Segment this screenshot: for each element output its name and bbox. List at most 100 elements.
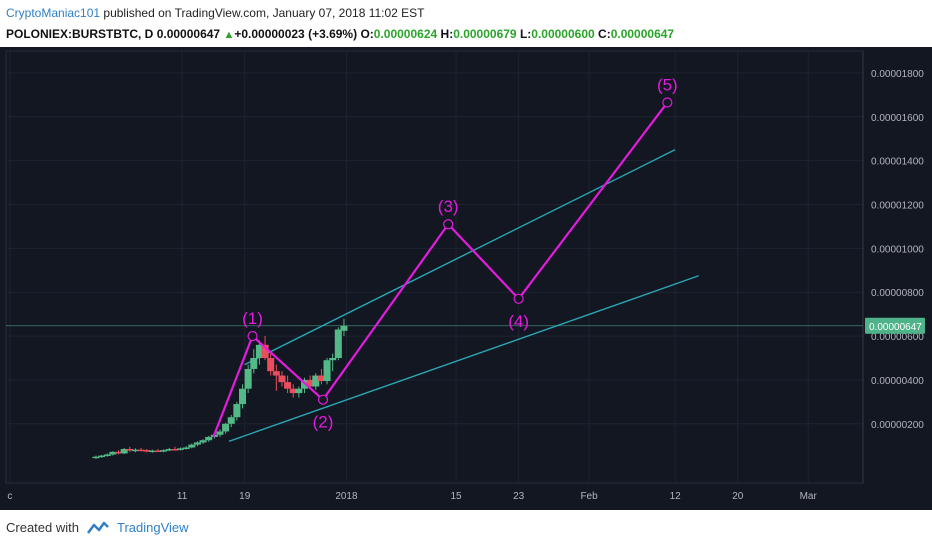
candle [312, 373, 320, 390]
wave-point [662, 97, 673, 108]
chart-area[interactable]: 0.00000200 0.00000400 0.00000600 0.00000800… [0, 47, 932, 510]
last-price: 0.00000647 [156, 27, 221, 41]
candle-body [278, 375, 286, 383]
wave-point [513, 293, 524, 304]
y-tick-label: 0.00000200 [871, 420, 924, 431]
price-change: +0.00000023 (+3.69%) [234, 27, 358, 41]
candle-body [227, 417, 235, 424]
candle [137, 447, 145, 452]
candle [199, 439, 207, 444]
candle [295, 386, 303, 398]
y-tick-label: 0.00000600 [871, 332, 924, 343]
wave-point [443, 219, 454, 230]
candle [233, 401, 241, 421]
x-tick-label: 20 [732, 491, 744, 502]
candle-body [177, 448, 185, 450]
candle-body [255, 344, 263, 359]
publish-info: CryptoManiac101 published on TradingView… [6, 6, 425, 20]
candle-body [267, 358, 275, 372]
candle-body [306, 379, 314, 387]
candle [98, 454, 106, 458]
candle-body [160, 450, 168, 452]
candle-body [126, 449, 134, 451]
candle-body [109, 451, 117, 455]
author-link[interactable]: CryptoManiac101 [6, 6, 101, 20]
close-label: C: [598, 27, 611, 41]
candle [272, 364, 280, 391]
candle [165, 447, 173, 452]
candle-body [295, 388, 303, 394]
tradingview-link[interactable]: TradingView [116, 520, 189, 535]
low-label: L: [519, 27, 532, 41]
open-value: 0.00000624 [373, 27, 438, 41]
price-chart[interactable]: 0.00000200 0.00000400 0.00000600 0.00000800… [0, 47, 932, 510]
x-tick-label: 2018 [335, 491, 358, 502]
x-tick-label: c [7, 491, 12, 502]
y-tick-label: 0.00000800 [871, 288, 924, 299]
price-badge-label: 0.00000647 [869, 322, 922, 333]
close-value: 0.00000647 [610, 27, 675, 41]
candle [115, 450, 123, 455]
candle [317, 368, 325, 385]
footer: Created with TradingView [6, 520, 189, 535]
ohlc-bar: POLONIEX:BURSTBTC, D 0.00000647 ▲+0.0000… [6, 27, 674, 41]
candle-body [182, 447, 190, 449]
x-tick-label: Mar [800, 491, 818, 502]
candle [244, 364, 252, 394]
candle [171, 446, 179, 451]
high-label: H: [440, 27, 454, 41]
candle [103, 453, 111, 457]
candle [306, 375, 314, 389]
candle-body [323, 360, 331, 382]
wave-label: (3) [438, 197, 459, 216]
candle-body [250, 358, 258, 369]
candle [148, 449, 156, 453]
candle-body [154, 450, 162, 453]
candle-body [120, 449, 128, 454]
candle-body [312, 375, 320, 387]
candle [216, 429, 224, 437]
candle-body [171, 449, 179, 451]
candle [323, 358, 331, 385]
candle [267, 351, 275, 376]
candle [238, 384, 247, 409]
candle [255, 340, 263, 365]
candle-body [317, 375, 325, 382]
candle [109, 451, 117, 456]
y-tick-label: 0.00001400 [871, 157, 924, 168]
candle-body [131, 449, 139, 452]
candle-body [193, 442, 201, 445]
wave-point [317, 394, 329, 405]
candle-body [244, 368, 252, 389]
candle [154, 449, 162, 453]
candle [177, 447, 185, 451]
candle [131, 448, 139, 453]
candle [120, 447, 128, 455]
candle-body [272, 371, 280, 376]
candle [188, 443, 196, 449]
candle-body [289, 388, 297, 394]
channel-lower-line [228, 275, 699, 442]
candle-body [222, 423, 230, 432]
candle-body [334, 329, 342, 359]
low-value: 0.00000600 [531, 27, 595, 41]
x-tick-label: 11 [177, 491, 188, 502]
wave-label: (4) [508, 312, 529, 331]
y-tick-label: 0.00001200 [871, 201, 924, 212]
candle-body [143, 450, 151, 452]
candle [284, 375, 292, 394]
high-value: 0.00000679 [453, 27, 517, 41]
candle [340, 318, 348, 337]
wave-label: (2) [313, 413, 334, 432]
candle-body [199, 440, 207, 443]
candle [250, 349, 258, 374]
candle-body [238, 388, 247, 405]
chart-background [0, 47, 932, 510]
candle-body [205, 436, 213, 441]
elliott-wave-line [212, 101, 669, 438]
x-tick-label: 19 [239, 491, 251, 502]
candle [160, 449, 168, 453]
x-tick-label: 23 [513, 491, 525, 502]
published-text: published on TradingView.com, January 07… [103, 6, 425, 20]
candle [334, 327, 342, 361]
